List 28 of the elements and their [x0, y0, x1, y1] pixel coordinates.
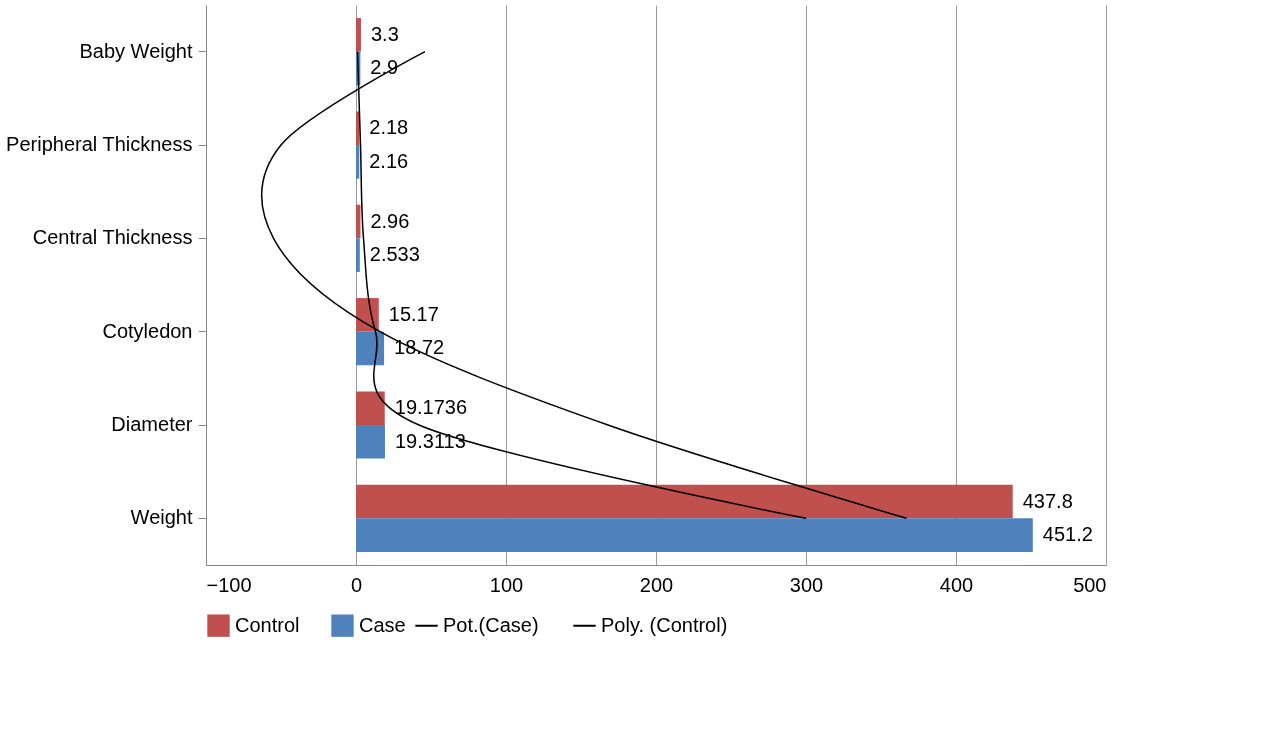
data-label: 2.9 — [370, 56, 399, 79]
x-tick-label: −100 — [206, 573, 252, 596]
x-tick-label: 500 — [1073, 573, 1107, 596]
y-tick-label: Weight — [130, 506, 193, 529]
legend-label: Pot.(Case) — [443, 613, 539, 636]
y-tick-label: Diameter — [111, 413, 193, 435]
data-label: 15.17 — [388, 302, 439, 325]
data-label: 19.1736 — [394, 396, 468, 419]
y-tick-label: Cotyledon — [102, 319, 193, 342]
data-label: 2.16 — [369, 149, 409, 172]
y-tick-label: Central Thickness — [32, 226, 193, 249]
legend-label: Poly. (Control) — [601, 613, 728, 636]
data-label: 19.3113 — [394, 429, 466, 452]
data-label: 2.18 — [369, 116, 409, 139]
data-label: 437.8 — [1022, 489, 1073, 512]
x-tick-label: 400 — [939, 573, 974, 596]
legend-label: Case — [359, 613, 406, 636]
x-tick-label: 300 — [789, 573, 824, 596]
data-label: 2.533 — [369, 243, 420, 266]
legend-label: Control — [235, 613, 300, 636]
x-tick-label: 0 — [350, 573, 363, 596]
data-label: 451.2 — [1042, 523, 1093, 546]
data-label: 3.3 — [370, 22, 399, 45]
data-label: 2.96 — [370, 209, 410, 232]
y-tick-label: Baby Weight — [79, 39, 193, 62]
y-tick-label: Peripheral Thickness — [6, 133, 193, 155]
x-tick-label: 100 — [489, 573, 524, 596]
x-tick-label: 200 — [639, 573, 674, 596]
